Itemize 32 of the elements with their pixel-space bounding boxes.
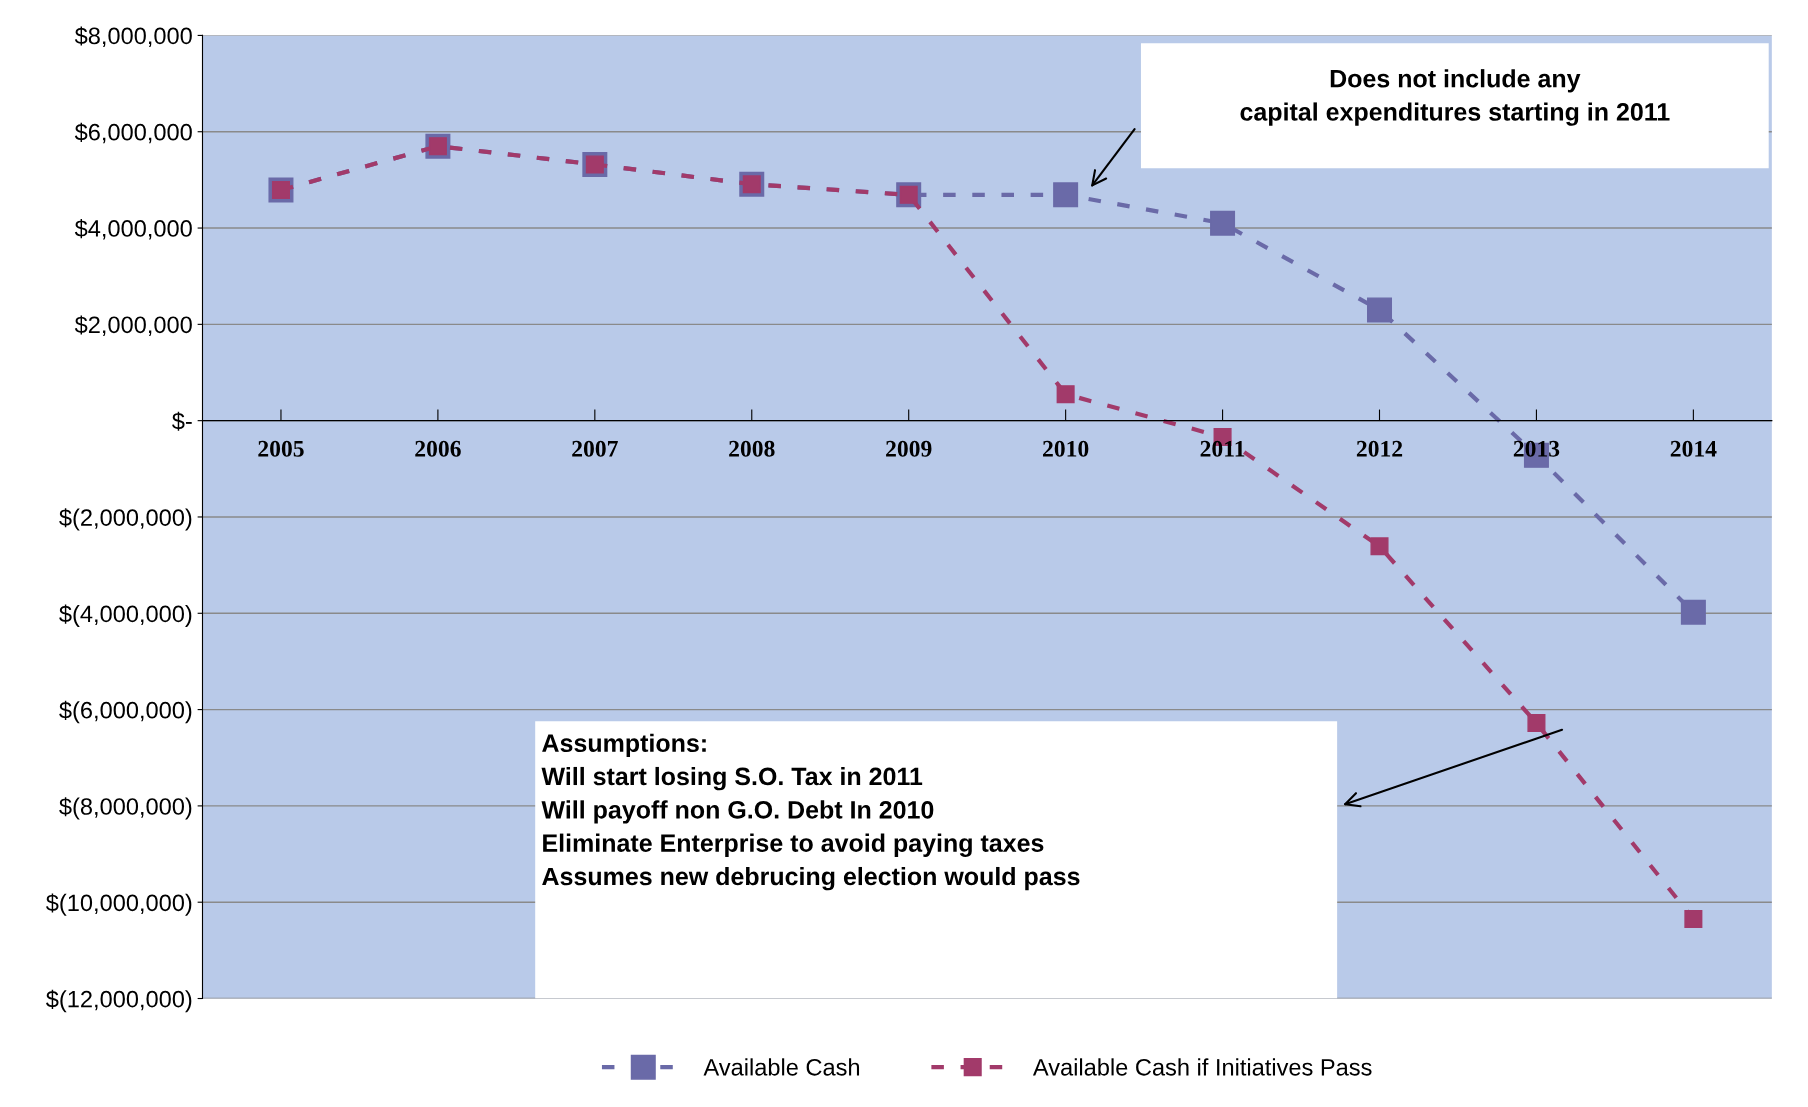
y-tick-label: $(4,000,000) (59, 604, 192, 627)
annotation: Does not include any capital expenditures starting in 2011 (1240, 69, 1670, 126)
y-tick-label: $(6,000,000) (59, 700, 192, 724)
point (1367, 297, 1393, 323)
x-tick-label: 2008 (729, 440, 775, 457)
x-tick-label: 2014 (1670, 440, 1717, 457)
y-tick-label: $(8,000,000) (59, 797, 192, 820)
y-tick-label: $6,000,000 (74, 122, 192, 144)
x-tick-label: 2007 (572, 440, 618, 457)
x-tick-label: 2009 (886, 440, 932, 457)
x-tick-label: 2006 (415, 440, 461, 457)
x-tick-label: 2005 (258, 440, 304, 457)
point (1210, 210, 1236, 236)
annotation: Assumptions: Will start losing S.O. Tax in 2011 Will payoff non G.O. Debt In 2010 Eliminate Enterprise to avoid paying taxes Assumes new debrucing election would pass (541, 733, 1080, 891)
point (1370, 537, 1389, 556)
legend-label: Available Cash if Initiatives Pass (1032, 1058, 1372, 1076)
point (1056, 385, 1075, 404)
y-tick-label: $4,000,000 (74, 219, 192, 240)
point (1680, 599, 1706, 625)
point (1053, 182, 1079, 208)
x-tick-label: 2012 (1356, 440, 1403, 457)
y-tick-label: $2,000,000 (74, 315, 192, 336)
y-tick-label: $(2,000,000) (59, 508, 192, 531)
y-tick-label: $(10,000,000) (46, 893, 192, 916)
x-tick-label: 2011 (1200, 440, 1245, 457)
point (1684, 910, 1703, 929)
legend-label: Available Cash (703, 1058, 860, 1076)
y-tick-label: $(12,000,000) (46, 989, 192, 1013)
y-tick-label: $- (172, 411, 192, 431)
point (1527, 714, 1546, 733)
y-tick-label: $8,000,000 (74, 26, 192, 47)
x-tick-label: 2010 (1043, 440, 1089, 457)
